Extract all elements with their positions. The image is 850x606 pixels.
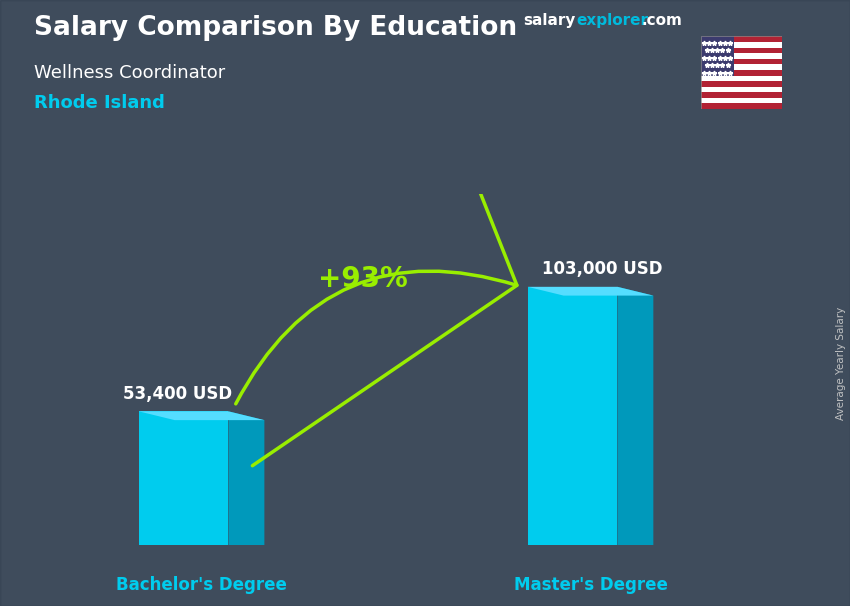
Text: .com: .com — [642, 13, 683, 28]
Text: Salary Comparison By Education: Salary Comparison By Education — [34, 15, 517, 41]
Text: Bachelor's Degree: Bachelor's Degree — [116, 576, 287, 593]
Bar — [701, 64, 782, 70]
Polygon shape — [528, 287, 617, 545]
Text: +93%: +93% — [318, 265, 408, 293]
Text: Average Yearly Salary: Average Yearly Salary — [836, 307, 846, 420]
Text: salary: salary — [523, 13, 575, 28]
Bar — [701, 98, 782, 104]
Text: explorer: explorer — [576, 13, 649, 28]
Text: Wellness Coordinator: Wellness Coordinator — [34, 64, 225, 82]
Bar — [701, 70, 782, 76]
Text: 103,000 USD: 103,000 USD — [542, 260, 663, 278]
Bar — [701, 42, 782, 47]
Bar — [701, 104, 782, 109]
Polygon shape — [139, 411, 229, 545]
Text: Rhode Island: Rhode Island — [34, 94, 165, 112]
Bar — [701, 87, 782, 92]
Bar — [701, 81, 782, 87]
Text: 53,400 USD: 53,400 USD — [123, 385, 232, 402]
Bar — [701, 47, 782, 53]
Bar — [701, 76, 782, 81]
Bar — [701, 36, 734, 76]
Polygon shape — [617, 287, 654, 554]
Polygon shape — [528, 287, 654, 296]
Polygon shape — [229, 411, 264, 554]
FancyArrowPatch shape — [235, 0, 517, 465]
Bar — [701, 92, 782, 98]
Text: Master's Degree: Master's Degree — [513, 576, 667, 593]
Bar — [701, 53, 782, 59]
Polygon shape — [139, 411, 264, 420]
Bar — [701, 36, 782, 42]
Bar — [701, 59, 782, 64]
